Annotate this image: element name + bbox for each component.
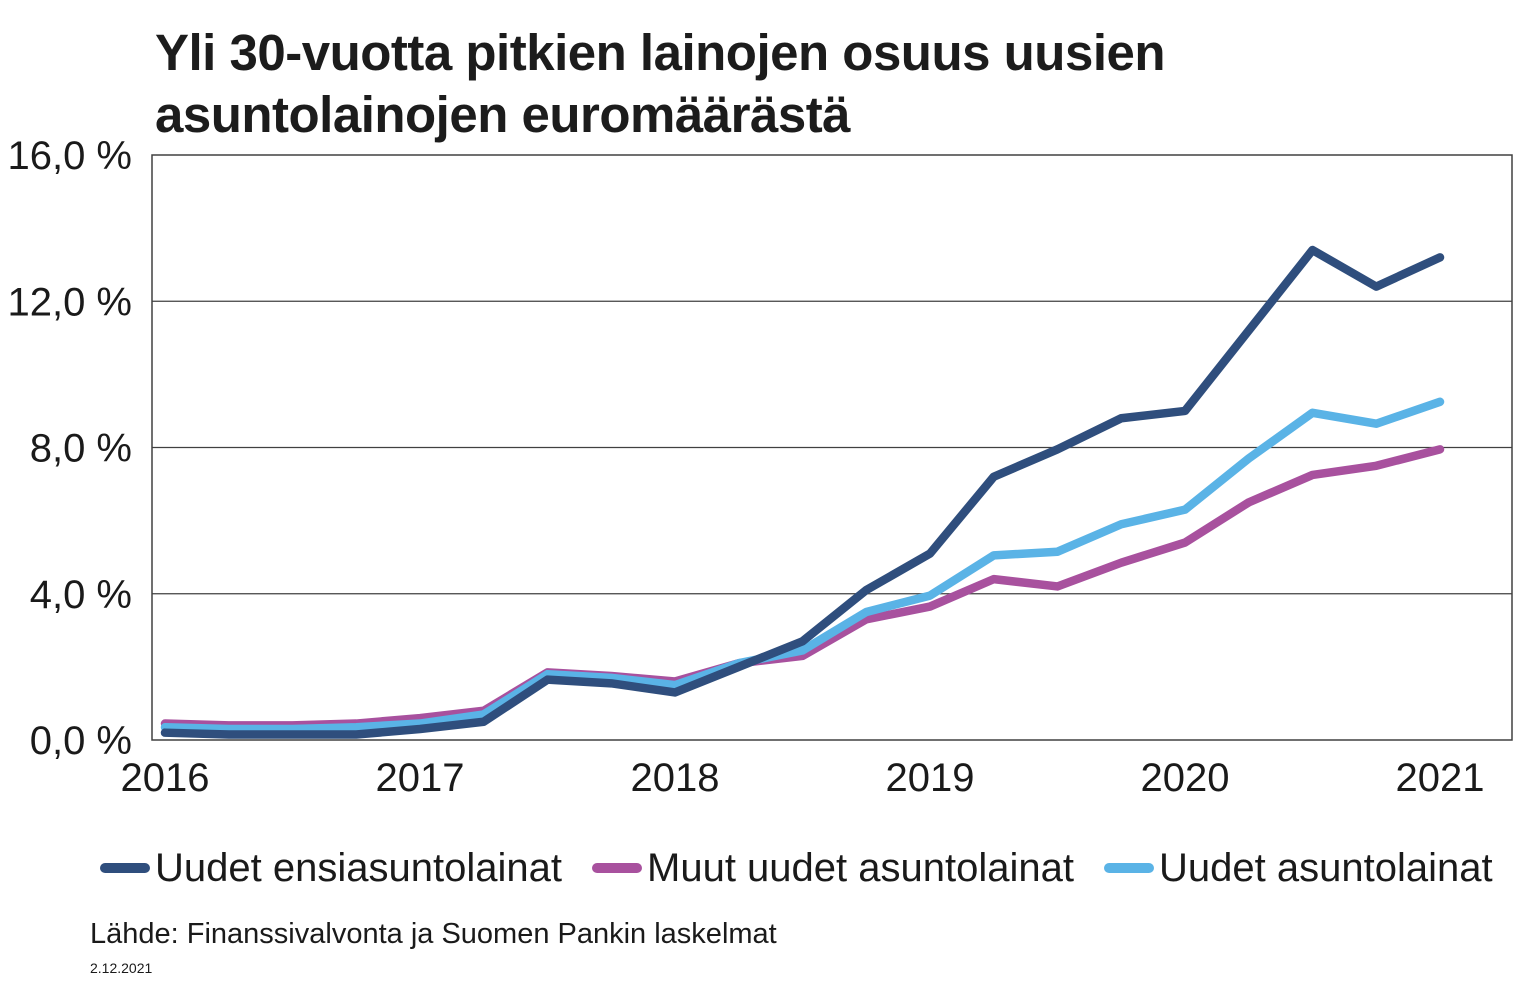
x-tick-label: 2021 [1396,756,1485,800]
legend-label: Uudet ensiasuntolainat [155,846,562,890]
series-line-0 [160,245,1445,739]
date-text: 2.12.2021 [90,960,153,976]
y-tick-label: 16,0 % [7,134,132,178]
legend-label: Muut uudet asuntolainat [647,846,1074,890]
source-text: Lähde: Finanssivalvonta ja Suomen Pankin… [90,918,777,950]
legend-item-muut-uudet-asuntolainat: Muut uudet asuntolainat [592,843,1074,893]
y-tick-label: 4,0 % [30,573,132,617]
chart-title-line-1: Yli 30-vuotta pitkien lainojen osuus uus… [155,24,1166,81]
chart-legend: Uudet ensiasuntolainat Muut uudet asunto… [0,843,1525,893]
y-tick-label: 8,0 % [30,427,132,471]
x-tick-label: 2016 [121,756,210,800]
plot-border [151,154,1513,741]
legend-marker-line-icon [592,863,642,873]
legend-item-uudet-asuntolainat: Uudet asuntolainat [1104,843,1493,893]
x-tick-label: 2019 [886,756,975,800]
legend-label: Uudet asuntolainat [1159,846,1493,890]
x-tick-label: 2017 [376,756,465,800]
chart-title-line-2: asuntolainojen euromäärästä [155,86,851,144]
x-tick-label: 2018 [631,756,720,800]
series-line-2 [160,397,1445,734]
x-tick-label: 2020 [1141,756,1230,800]
series-line-1 [160,445,1445,730]
chart-title: Yli 30-vuotta pitkien lainojen osuus uus… [155,22,1335,146]
legend-marker-line-icon [1104,863,1154,873]
y-tick-label: 0,0 % [30,719,132,763]
legend-item-uudet-ensiasuntolainat: Uudet ensiasuntolainat [100,843,562,893]
legend-marker-line-icon [100,863,150,873]
y-tick-label: 12,0 % [7,280,132,324]
